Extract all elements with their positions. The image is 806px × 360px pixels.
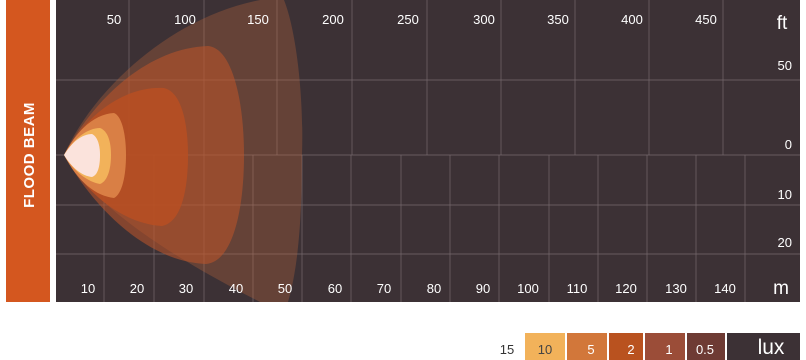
top-tick: 350 <box>547 12 569 27</box>
lux-legend: 15 10 5 2 1 0.5 lux <box>491 333 800 360</box>
legend-swatch-15 <box>491 333 523 360</box>
bottom-tick: 50 <box>278 281 292 296</box>
top-axis: 50 100 150 200 250 300 350 400 450 ft <box>107 12 788 34</box>
top-tick: 200 <box>322 12 344 27</box>
legend-label: 15 <box>500 342 514 357</box>
top-tick: 150 <box>247 12 269 27</box>
bottom-tick: 130 <box>665 281 687 296</box>
bottom-tick: 70 <box>377 281 391 296</box>
right-axis: 50 0 10 20 <box>778 58 792 250</box>
top-tick: 450 <box>695 12 717 27</box>
bottom-tick: 140 <box>714 281 736 296</box>
legend-label: 2 <box>627 342 634 357</box>
bottom-tick: 120 <box>615 281 637 296</box>
legend-label: 5 <box>587 342 594 357</box>
legend-unit-box <box>727 333 800 360</box>
legend-label: 1 <box>665 342 672 357</box>
beam-contours <box>64 0 303 302</box>
contour-15-lux <box>64 134 100 177</box>
top-tick: 50 <box>107 12 121 27</box>
legend-swatch-0-5 <box>687 333 725 360</box>
legend-swatch-1 <box>645 333 685 360</box>
bottom-unit: m <box>773 278 789 299</box>
bottom-tick: 30 <box>179 281 193 296</box>
right-tick-ft: 0 <box>785 137 792 152</box>
legend-label: 10 <box>538 342 552 357</box>
bottom-tick: 90 <box>476 281 490 296</box>
bottom-tick: 60 <box>328 281 342 296</box>
top-tick: 300 <box>473 12 495 27</box>
bottom-tick: 20 <box>130 281 144 296</box>
legend-label: 0.5 <box>696 342 714 357</box>
legend-unit: lux <box>758 336 785 359</box>
bottom-tick: 80 <box>427 281 441 296</box>
bottom-tick: 100 <box>517 281 539 296</box>
top-unit: ft <box>777 13 788 34</box>
top-tick: 100 <box>174 12 196 27</box>
label-band <box>6 0 50 302</box>
legend-swatch-10 <box>525 333 565 360</box>
right-tick-ft: 50 <box>778 58 792 73</box>
bottom-tick: 40 <box>229 281 243 296</box>
bottom-axis: 10 20 30 40 50 60 70 80 90 100 110 120 1… <box>81 278 789 299</box>
right-tick-m: 10 <box>778 187 792 202</box>
bottom-tick: 10 <box>81 281 95 296</box>
side-label: FLOOD BEAM <box>21 102 38 208</box>
legend-swatch-2 <box>609 333 643 360</box>
legend-swatch-5 <box>567 333 607 360</box>
top-tick: 250 <box>397 12 419 27</box>
bottom-tick: 110 <box>567 281 588 296</box>
top-tick: 400 <box>621 12 643 27</box>
right-tick-m: 20 <box>778 235 792 250</box>
